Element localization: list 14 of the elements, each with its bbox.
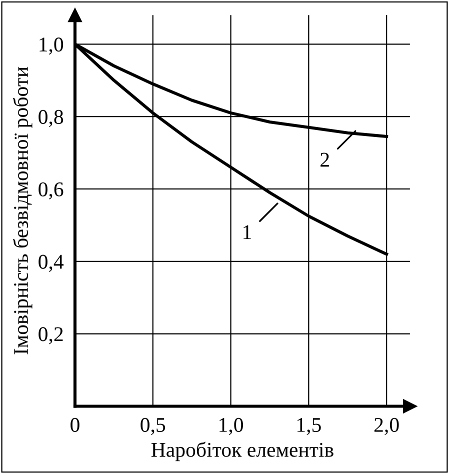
x-tick-label: 1,5 xyxy=(297,418,321,435)
annotation: 1 xyxy=(244,225,251,240)
x-tick-label: 2,0 xyxy=(374,418,399,435)
x-tick-label: 0,5 xyxy=(140,418,166,435)
y-axis-title: Імовірність безвідмовної роботи xyxy=(12,66,32,354)
x-tick-label: 1,0 xyxy=(220,418,243,435)
y-tick-label: 0,2 xyxy=(38,327,63,344)
y-tick-label: 0,6 xyxy=(38,182,64,200)
y-tick-label: 0,4 xyxy=(38,254,64,272)
x-tick-label: 0 xyxy=(70,418,80,432)
annotation: 2 xyxy=(320,152,329,167)
y-tick-label: 1,0 xyxy=(40,38,64,55)
y-tick-label: 0,8 xyxy=(38,110,64,127)
x-axis-title: Наробіток елементів xyxy=(151,442,334,462)
